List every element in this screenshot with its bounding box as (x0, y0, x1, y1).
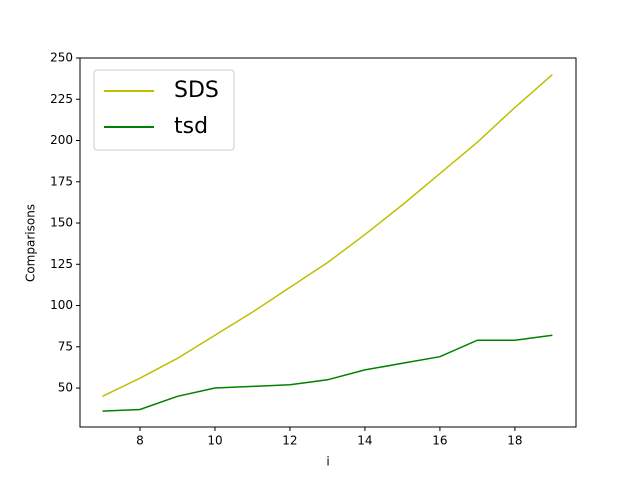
y-tick-label: 100 (50, 298, 73, 312)
y-tick-label: 200 (50, 133, 73, 147)
y-tick-label: 125 (50, 257, 73, 271)
x-tick-label: 8 (136, 434, 144, 448)
y-tick-label: 150 (50, 216, 73, 230)
x-tick-label: 18 (507, 434, 522, 448)
x-tick-label: 10 (207, 434, 222, 448)
legend: SDS tsd (93, 69, 235, 151)
x-tick-label: 14 (357, 434, 372, 448)
y-tick-label: 225 (50, 92, 73, 106)
x-tick-label: 16 (432, 434, 447, 448)
x-axis-label: i (326, 455, 329, 469)
legend-label: SDS (174, 78, 219, 103)
plot-frame (79, 57, 577, 428)
y-tick-label: 50 (58, 381, 73, 395)
y-tick-label: 75 (58, 339, 73, 353)
series-line (102, 73, 553, 397)
y-axis-label: Comparisons (24, 204, 38, 282)
x-tick-label: 12 (282, 434, 297, 448)
y-tick-label: 175 (50, 174, 73, 188)
y-tick-label: 250 (50, 51, 73, 65)
series-line (102, 334, 553, 412)
legend-label: tsd (174, 114, 208, 139)
